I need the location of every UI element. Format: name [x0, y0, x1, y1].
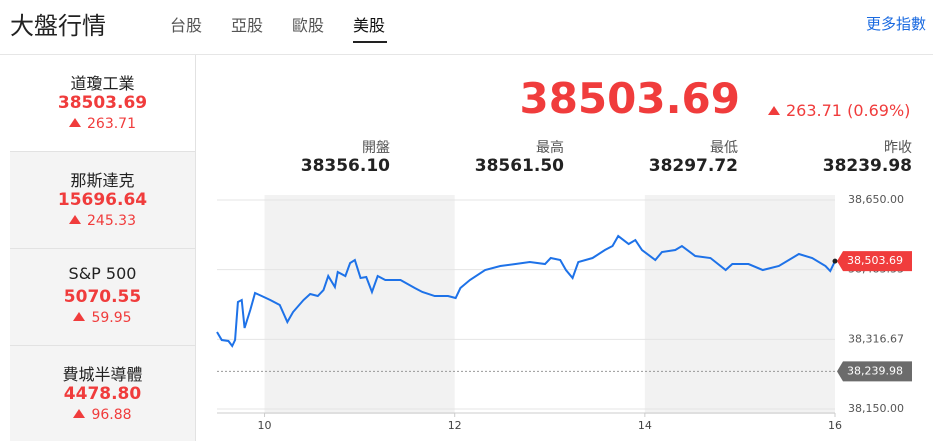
market-tab[interactable]: 亞股 — [231, 16, 264, 35]
y-tick-label: 38,316.67 — [848, 332, 904, 345]
market-tab[interactable]: 台股 — [170, 16, 203, 35]
index-name: 費城半導體 — [62, 365, 143, 384]
reference-badge: 38,239.98 — [847, 364, 903, 377]
quote-value: 38503.69 — [519, 74, 740, 123]
up-arrow — [73, 312, 86, 321]
stat-value: 38239.98 — [822, 156, 912, 176]
up-arrow — [73, 409, 86, 418]
index-change-value: 245.33 — [87, 213, 136, 229]
index-change: 96.88 — [10, 407, 195, 423]
index-name: S&P 500 — [68, 264, 137, 283]
x-tick-label: 12 — [448, 419, 462, 432]
index-item[interactable]: 那斯達克 15696.64 245.33 — [10, 152, 196, 249]
index-change-value: 263.71 — [87, 116, 136, 132]
y-tick-label: 38,150.00 — [848, 402, 904, 415]
header-divider — [0, 54, 933, 55]
up-arrow — [768, 106, 780, 115]
index-item[interactable]: 費城半導體 4478.80 96.88 — [10, 346, 196, 441]
stat-value: 38561.50 — [474, 156, 564, 176]
index-change: 59.95 — [10, 310, 195, 326]
index-change: 263.71 — [10, 116, 195, 132]
y-tick-label: 38,650.00 — [848, 193, 904, 206]
index-value: 4478.80 — [63, 384, 142, 404]
index-value: 15696.64 — [57, 190, 148, 210]
up-arrow — [69, 215, 81, 224]
market-tab[interactable]: 美股 — [353, 16, 386, 35]
more-link[interactable]: 更多指數 — [866, 15, 927, 33]
last-value-badge-bg — [837, 251, 912, 272]
reference-badge-bg — [837, 361, 912, 382]
x-tick-label: 10 — [258, 419, 272, 432]
stat-label: 最高 — [536, 140, 564, 156]
stat-value: 38297.72 — [648, 156, 738, 176]
stat-label: 開盤 — [362, 140, 390, 156]
index-name: 那斯達克 — [70, 171, 135, 190]
session-band — [644, 195, 835, 414]
quote-change: 263.71 (0.69%) — [768, 101, 910, 120]
index-value: 38503.69 — [57, 93, 148, 113]
index-change: 245.33 — [10, 213, 195, 229]
market-tab[interactable]: 歐股 — [292, 16, 325, 35]
up-arrow — [69, 118, 81, 127]
stat-label: 最低 — [710, 140, 738, 156]
index-change-value: 96.88 — [91, 407, 132, 423]
stat-value: 38356.10 — [300, 156, 390, 176]
x-tick-label: 16 — [828, 419, 842, 432]
active-tab-underline — [353, 41, 387, 43]
quote-change-value: 263.71 (0.69%) — [786, 101, 911, 120]
price-line — [216, 234, 836, 348]
stat-label: 昨收 — [884, 140, 912, 156]
page-title: 大盤行情 — [10, 12, 106, 40]
index-item[interactable]: S&P 500 5070.55 59.95 — [10, 249, 196, 346]
index-change-value: 59.95 — [91, 310, 132, 326]
x-tick-label: 14 — [638, 419, 652, 432]
session-band — [264, 195, 455, 414]
index-name: 道瓊工業 — [70, 74, 135, 93]
last-point — [832, 258, 838, 264]
last-value-badge: 38,503.69 — [847, 254, 903, 267]
index-item[interactable]: 道瓊工業 38503.69 263.71 — [10, 55, 196, 152]
chart: 38,150.0038,316.6738,483.3338,650.001012… — [216, 193, 912, 432]
index-value: 5070.55 — [63, 287, 142, 307]
